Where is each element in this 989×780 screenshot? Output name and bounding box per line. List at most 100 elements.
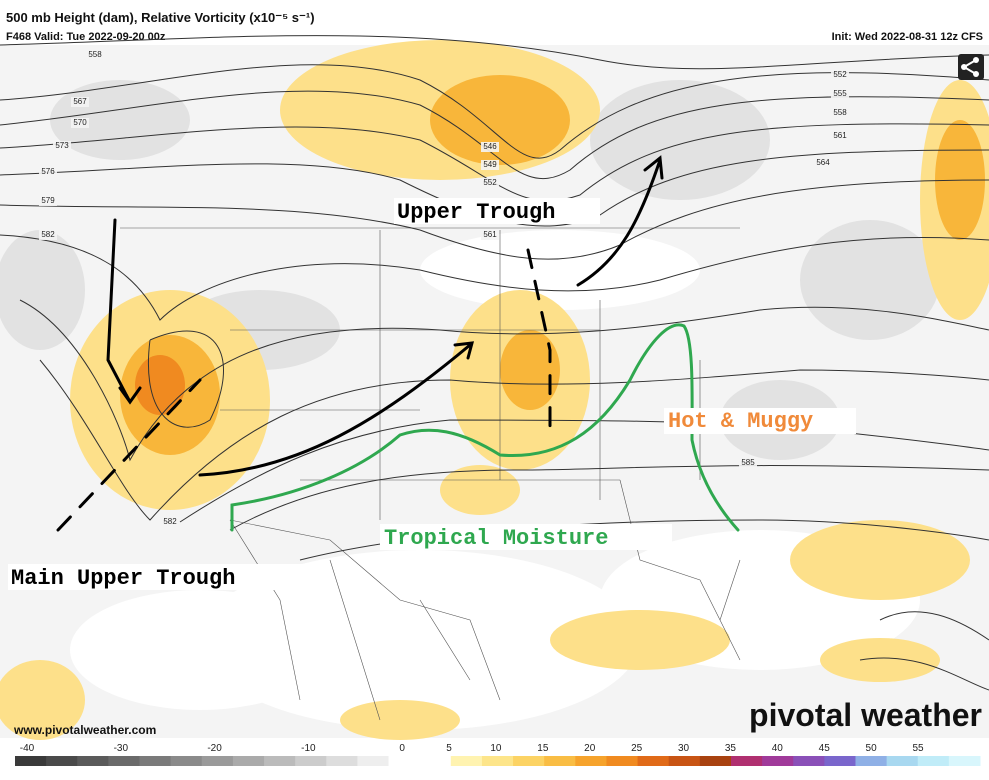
colorbar-segment [388, 756, 421, 766]
contour-label: 552 [833, 70, 847, 79]
colorbar-segment [668, 756, 701, 766]
colorbar-segment [917, 756, 950, 766]
contour-label-bg [481, 142, 499, 152]
contour-label: 552 [483, 178, 497, 187]
annotation: Upper Trough [397, 200, 555, 225]
contour-label-bg [739, 458, 757, 468]
colorbar-tick-label: 15 [537, 743, 549, 754]
share-button[interactable] [958, 54, 984, 80]
colorbar-tick-label: -40 [20, 743, 35, 754]
colorbar-tick-label: 5 [446, 743, 452, 754]
contour-label-bg [831, 131, 849, 141]
colorbar-tick-label: 20 [584, 743, 596, 754]
colorbar-segment [793, 756, 825, 766]
colorbar-tick-label: -20 [207, 743, 222, 754]
colorbar-segment [606, 756, 639, 766]
colorbar-segment [170, 756, 203, 766]
contour-label-bg [39, 196, 57, 206]
contour-label-bg [39, 167, 57, 177]
colorbar-tick-label: 0 [399, 743, 405, 754]
contour-label-bg [831, 70, 849, 80]
colorbar-segment [108, 756, 141, 766]
annotations: Upper Trough Hot & Muggy Tropical Moistu… [8, 198, 856, 591]
colorbar-segment [139, 756, 172, 766]
contour-label: 546 [483, 142, 497, 151]
colorbar-segment [326, 756, 358, 766]
contour-label-bg [481, 230, 499, 240]
annotation-bg [664, 408, 856, 434]
colorbar-segment [637, 756, 670, 766]
annotation-bg [394, 198, 600, 224]
colorbar-segment [264, 756, 296, 766]
valid-time: F468 Valid: Tue 2022-09-20 00z [6, 31, 166, 43]
colorbar-tick-label: 45 [819, 743, 831, 754]
vorticity-max [135, 355, 185, 415]
map: Upper Trough Hot & Muggy Tropical Moistu… [0, 35, 989, 740]
colorbar-segment [730, 756, 763, 766]
colorbar-segment [295, 756, 327, 766]
colorbar-segment [450, 756, 483, 766]
brand: pivotal weather [749, 697, 982, 733]
website: www.pivotalweather.com [13, 723, 156, 737]
colorbar-segment [357, 756, 390, 766]
colorbar-tick-label: 40 [772, 743, 784, 754]
colorbar-tick-label: 50 [866, 743, 878, 754]
annotation-bg [380, 524, 672, 550]
colorbar-segment [855, 756, 888, 766]
contour-label: 564 [816, 158, 830, 167]
contour-label-bg [831, 108, 849, 118]
contour-label: 573 [55, 141, 69, 150]
colorbar-tick-label: 30 [678, 743, 690, 754]
colorbar-tick-label: 55 [912, 743, 924, 754]
colorbar-tick-label: 35 [725, 743, 737, 754]
contour-label: 561 [833, 131, 847, 140]
colorbar-segment [824, 756, 856, 766]
annotation: Main Upper Trough [11, 566, 235, 591]
contour-label: 582 [41, 230, 55, 239]
annotation-bg [8, 564, 302, 590]
contour-label-bg [71, 118, 89, 128]
colorbar-segment [232, 756, 265, 766]
contour-label: 558 [88, 50, 102, 59]
hand-drawn-arrows [56, 155, 740, 532]
colorbar-segment [699, 756, 732, 766]
contour-label: 582 [163, 517, 177, 526]
contour-label: 576 [41, 167, 55, 176]
colorbar-tick-label: 10 [490, 743, 502, 754]
contour-label: 579 [41, 196, 55, 205]
colorbar-segment [544, 756, 576, 766]
colorbar-segment [948, 756, 981, 766]
colorbar-tick-label: -10 [301, 743, 316, 754]
colorbar-tick-label: 25 [631, 743, 643, 754]
colorbar-tick-label: -30 [114, 743, 129, 754]
contour-label-bg [71, 97, 89, 107]
contour-label-bg [481, 178, 499, 188]
contour-label-bg [161, 517, 179, 527]
contour-label: 561 [483, 230, 497, 239]
height-contours [0, 35, 989, 691]
init-time: Init: Wed 2022-08-31 12z CFS [832, 31, 983, 43]
colorbar-segment [419, 756, 452, 766]
annotation: Hot & Muggy [668, 409, 813, 434]
contour-label-bg [831, 89, 849, 99]
contour-label: 549 [483, 160, 497, 169]
contour-label-bg [53, 141, 71, 151]
colorbar-segment [481, 756, 514, 766]
colorbar-segment [762, 756, 794, 766]
contour-label-bg [481, 160, 499, 170]
colorbar-segment [575, 756, 607, 766]
contour-label: 570 [73, 118, 87, 127]
contour-label-bg [39, 230, 57, 240]
borders [120, 227, 741, 721]
contour-label-bg [86, 50, 104, 60]
contour-label: 555 [833, 89, 847, 98]
colorbar-segment [201, 756, 234, 766]
colorbar: -40 -30 -20 -10 0 5 10 15 20 25 30 35 40 45 50 55 [0, 740, 989, 780]
colorbar-segment [46, 756, 78, 766]
contour-label: 558 [833, 108, 847, 117]
title: 500 mb Height (dam), Relative Vorticity … [6, 10, 315, 25]
colorbar-segment [513, 756, 545, 766]
colorbar-segment [15, 756, 47, 766]
contour-label: 585 [741, 458, 755, 467]
